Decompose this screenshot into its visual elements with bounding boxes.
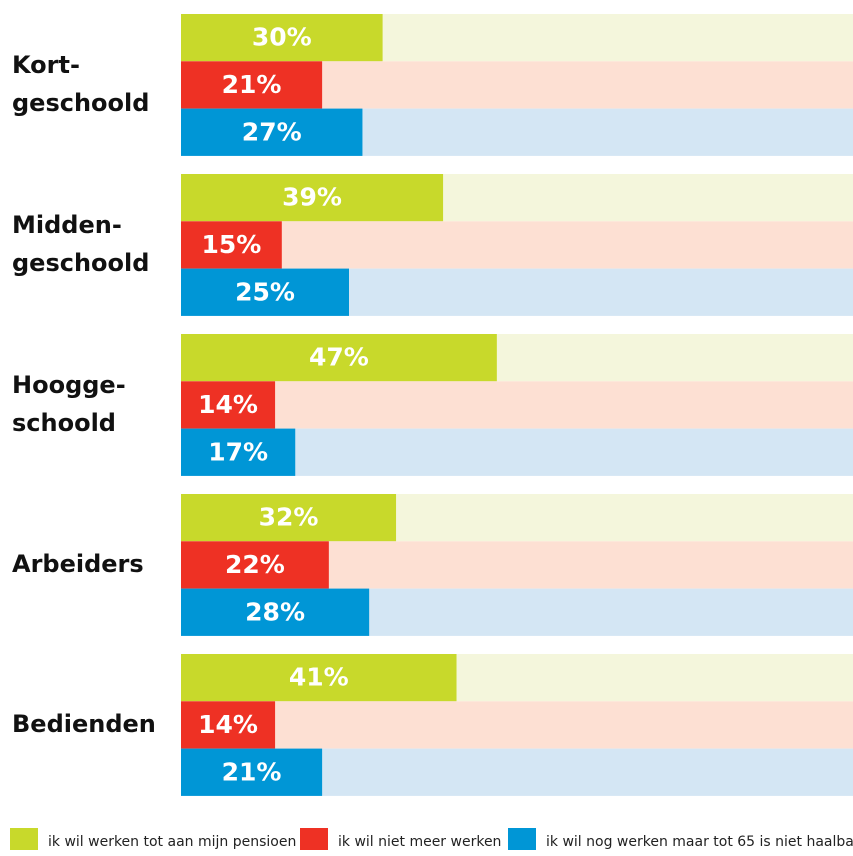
legend-swatch (10, 828, 38, 850)
category-label: geschoold (12, 89, 149, 117)
value-label: 17% (208, 437, 268, 466)
category-label: Kort- (12, 51, 80, 79)
value-label: 15% (201, 230, 261, 259)
bar (181, 748, 323, 796)
legend-label: ik wil werken tot aan mijn pensioen (48, 834, 296, 850)
bar (181, 654, 457, 702)
bar (181, 268, 349, 316)
bar (181, 588, 370, 636)
value-label: 21% (222, 70, 282, 99)
category-label: Midden- (12, 211, 122, 239)
bar (181, 701, 276, 749)
bar (181, 14, 383, 62)
legend-swatch (300, 828, 328, 850)
bar (181, 381, 276, 429)
value-label: 30% (252, 23, 312, 52)
category-label: Bedienden (12, 710, 156, 738)
category-label: Arbeiders (12, 550, 144, 578)
value-label: 41% (289, 663, 349, 692)
value-label: 39% (282, 183, 342, 212)
category-label: Hoogge- (12, 371, 126, 399)
value-label: 21% (222, 757, 282, 786)
bar (181, 428, 296, 476)
legend-label: ik wil nog werken maar tot 65 is niet ha… (546, 834, 853, 850)
bar (181, 174, 444, 222)
value-label: 32% (259, 503, 319, 532)
category-label: schoold (12, 409, 116, 437)
value-label: 27% (242, 117, 302, 146)
legend-swatch (508, 828, 536, 850)
value-label: 28% (245, 597, 305, 626)
bar (181, 334, 497, 382)
value-label: 47% (309, 343, 369, 372)
bar-background (181, 221, 853, 269)
value-label: 14% (198, 710, 258, 739)
bar (181, 494, 397, 542)
bar-background (181, 381, 853, 429)
value-label: 14% (198, 390, 258, 419)
bar (181, 221, 282, 269)
bar (181, 541, 329, 589)
legend-label: ik wil niet meer werken (338, 834, 501, 850)
value-label: 25% (235, 277, 295, 306)
bar-background (181, 701, 853, 749)
bar (181, 61, 323, 109)
bar (181, 108, 363, 156)
value-label: 22% (225, 550, 285, 579)
category-label: geschoold (12, 249, 149, 277)
